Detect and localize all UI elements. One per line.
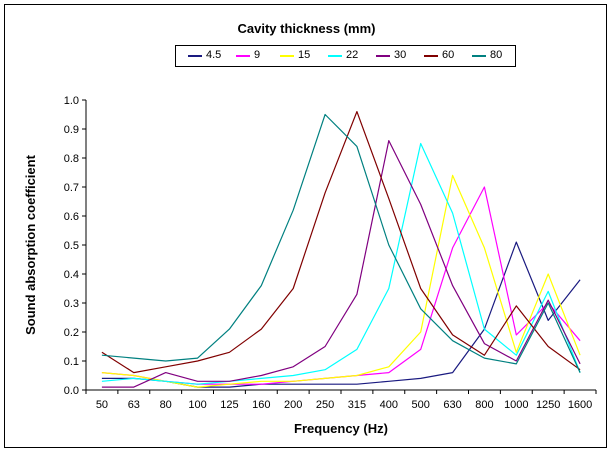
chart-frame: Cavity thickness (mm) 4.5 9 15 22 30 60 80 0.0… <box>4 4 607 448</box>
legend-swatch <box>280 55 294 57</box>
x-axis-label: Frequency (Hz) <box>294 421 388 436</box>
chart-axes <box>85 100 596 391</box>
x-tick-label: 250 <box>316 399 334 411</box>
chart-series <box>101 110 581 388</box>
series-line-15 <box>101 174 581 388</box>
x-tick-label: 125 <box>220 399 238 411</box>
legend-label: 30 <box>394 49 407 61</box>
chart-ticks: 0.0 0.1 0.2 0.3 0.4 0.5 0.6 0.7 0.8 0.9 1.0 50 63 80 1… <box>64 95 597 411</box>
y-tick-label: 1.0 <box>64 95 79 107</box>
y-tick-label: 0.5 <box>64 240 79 252</box>
chart-canvas: 0.0 0.1 0.2 0.3 0.4 0.5 0.6 0.7 0.8 0.9 1.0 50 63 80 1… <box>23 95 597 436</box>
y-tick-label: 0.3 <box>64 298 79 310</box>
x-tick-label: 50 <box>96 399 108 411</box>
x-tick-label: 1250 <box>536 399 560 411</box>
legend-swatch <box>328 55 342 57</box>
legend-label: 22 <box>346 49 359 61</box>
series-line-30 <box>101 140 581 388</box>
x-tick-label: 1600 <box>568 399 592 411</box>
legend-swatch <box>188 55 202 57</box>
legend-swatch <box>424 55 438 57</box>
series-line-60 <box>101 110 581 374</box>
x-tick-label: 630 <box>443 399 461 411</box>
x-tick-label: 80 <box>160 399 172 411</box>
y-tick-label: 0.7 <box>64 182 79 194</box>
x-tick-label: 315 <box>348 399 366 411</box>
x-tick-label: 400 <box>380 399 398 411</box>
series-line-9 <box>101 186 581 385</box>
y-tick-label: 0.4 <box>64 269 79 281</box>
y-tick-label: 0.0 <box>64 385 79 397</box>
x-tick-label: 160 <box>252 399 270 411</box>
legend-label: 4.5 <box>206 49 222 61</box>
legend-label: 15 <box>298 49 311 61</box>
y-axis-label: Sound absorption coefficient <box>23 154 38 335</box>
y-tick-label: 0.6 <box>64 211 79 223</box>
legend-label: 9 <box>254 49 261 61</box>
series-line-22 <box>101 142 581 385</box>
y-tick-label: 0.2 <box>64 327 79 339</box>
series-line-80 <box>101 113 581 373</box>
y-tick-label: 0.8 <box>64 153 79 165</box>
y-tick-label: 0.1 <box>64 356 79 368</box>
y-tick-label: 0.9 <box>64 124 79 136</box>
x-tick-label: 200 <box>284 399 302 411</box>
chart-title: Cavity thickness (mm) <box>237 21 376 36</box>
x-tick-label: 1000 <box>504 399 528 411</box>
legend-swatch <box>472 55 486 57</box>
x-tick-label: 500 <box>412 399 430 411</box>
legend-swatch <box>236 55 250 57</box>
x-tick-label: 63 <box>128 399 140 411</box>
legend-label: 80 <box>490 49 503 61</box>
legend-label: 60 <box>442 49 455 61</box>
x-tick-label: 800 <box>475 399 493 411</box>
chart-legend: 4.5 9 15 22 30 60 80 <box>175 45 516 67</box>
legend-swatch <box>376 55 390 57</box>
x-tick-label: 100 <box>188 399 206 411</box>
